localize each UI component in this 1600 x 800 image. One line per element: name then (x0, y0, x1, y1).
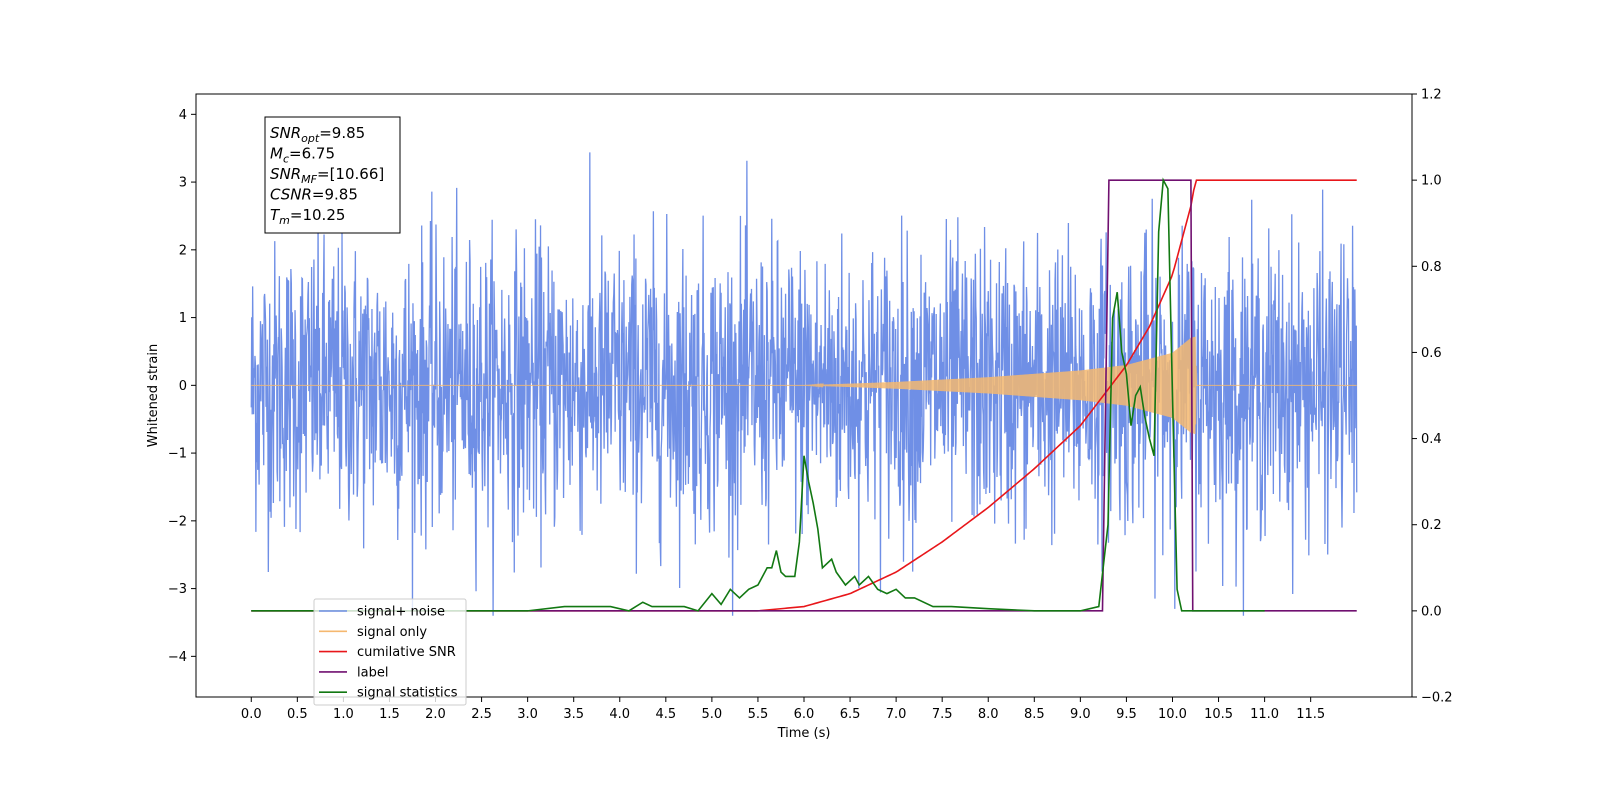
legend-label: signal+ noise (357, 605, 445, 620)
plot-area (250, 152, 1358, 616)
series-signal-noise (250, 152, 1358, 616)
x-tick-label: 5.5 (748, 707, 769, 722)
y-right-tick-label: 0.2 (1421, 518, 1442, 533)
x-tick-label: 9.0 (1070, 707, 1091, 722)
x-tick-label: 4.5 (655, 707, 676, 722)
y-right-tick-label: 0.4 (1421, 432, 1442, 447)
x-tick-label: 7.0 (886, 707, 907, 722)
x-tick-label: 4.0 (609, 707, 630, 722)
x-tick-label: 5.0 (702, 707, 723, 722)
y-right-tick-label: 1.2 (1421, 88, 1442, 103)
y-axis-label: Whitened strain (146, 344, 161, 447)
y-right-tick-label: 0.0 (1421, 604, 1442, 619)
x-tick-label: 6.5 (840, 707, 861, 722)
legend: signal+ noise signal only cumilative SNR la… (313, 598, 467, 706)
y-left-tick-label: 0 (179, 379, 187, 394)
info-box-frame (264, 116, 401, 234)
x-tick-label: 10.5 (1204, 707, 1233, 722)
legend-label: signal only (357, 625, 427, 640)
x-tick-label: 2.5 (471, 707, 492, 722)
series-signal-only (251, 336, 1357, 434)
info-line: SNRopt=9.85 (270, 124, 365, 145)
y-left-tick-label: 3 (179, 176, 187, 191)
y-left-tick-label: −3 (168, 582, 187, 597)
axes: 0.0 0.5 1.0 1.5 2.0 2.5 3.0 3.5 4.0 4.5 5.0 5.5 6.0 6… (146, 88, 1453, 742)
info-line: Mc=6.75 (270, 145, 335, 166)
x-tick-label: 11.5 (1296, 707, 1325, 722)
x-tick-label: 9.5 (1116, 707, 1137, 722)
legend-label: label (357, 665, 388, 680)
x-tick-label: 7.5 (932, 707, 953, 722)
y-right-tick-label: 0.6 (1421, 346, 1442, 361)
y-left-tick-label: −4 (168, 650, 187, 665)
y-left-tick-label: −1 (168, 447, 187, 462)
x-tick-label: 2.0 (425, 707, 446, 722)
y-right-tick-label: −0.2 (1421, 691, 1453, 706)
x-tick-label: 10.0 (1158, 707, 1187, 722)
x-tick-label: 6.0 (794, 707, 815, 722)
x-tick-label: 0.5 (287, 707, 308, 722)
legend-label: cumilative SNR (357, 645, 456, 660)
x-tick-label: 1.5 (379, 707, 400, 722)
legend-label: signal statistics (357, 686, 458, 701)
y-left-tick-label: 4 (179, 108, 187, 123)
y-left-tick-label: 2 (179, 243, 187, 258)
legend-frame (313, 598, 467, 706)
x-axis-label: Time (s) (777, 726, 831, 741)
x-tick-label: 3.5 (563, 707, 584, 722)
series-signal-statistics (251, 177, 1265, 612)
x-tick-label: 1.0 (333, 707, 354, 722)
info-line: CSNR=9.85 (270, 186, 358, 204)
y-left-tick-label: −2 (168, 514, 187, 529)
x-tick-label: 8.5 (1024, 707, 1045, 722)
x-tick-label: 8.0 (978, 707, 999, 722)
info-line: Tm=10.25 (270, 206, 345, 227)
y-left-tick-label: 1 (179, 311, 187, 326)
x-tick-label: 3.0 (517, 707, 538, 722)
y-right-tick-label: 0.8 (1421, 260, 1442, 275)
x-tick-label: 11.0 (1250, 707, 1279, 722)
info-line: SNRMF=[10.66] (270, 165, 384, 186)
y-right-tick-label: 1.0 (1421, 174, 1442, 189)
x-tick-label: 0.0 (241, 707, 262, 722)
info-box: SNRopt=9.85Mc=6.75SNRMF=[10.66]CSNR=9.85… (264, 116, 401, 234)
